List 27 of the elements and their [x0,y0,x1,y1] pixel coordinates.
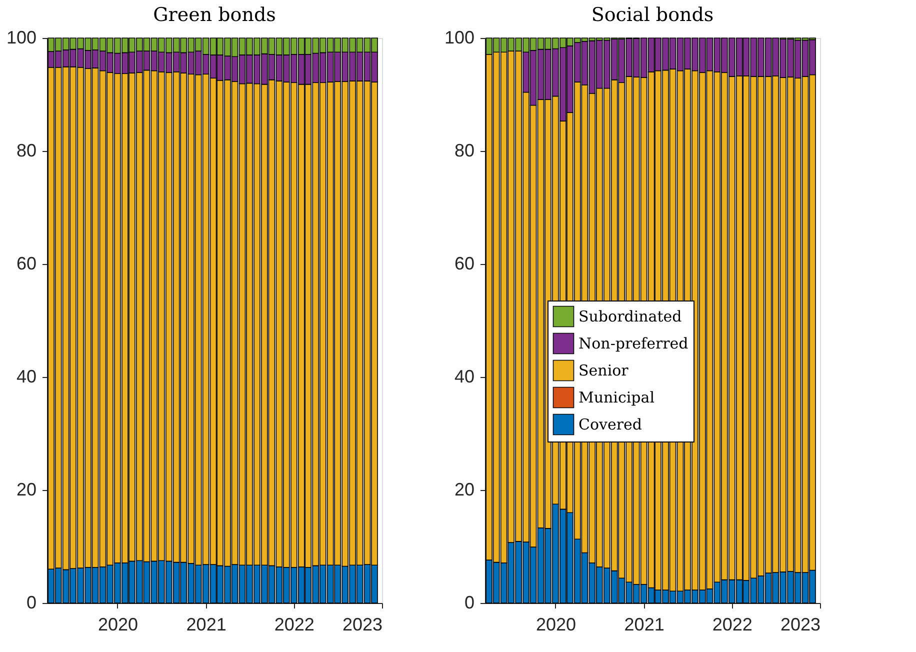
x-tick-label: 2021 [186,614,226,634]
legend-label: Non-preferred [578,334,689,352]
x-tick-label: 2022 [712,614,752,634]
y-tick-label: 40 [16,366,36,386]
y-tick-label: 20 [454,480,474,500]
chart-title: Green bonds [153,4,276,26]
legend-label: Municipal [578,388,655,406]
x-tick-label: 2021 [624,614,664,634]
y-tick-label: 60 [454,254,474,274]
y-tick-label: 60 [16,254,36,274]
y-tick-label: 20 [16,480,36,500]
y-tick-label: 100 [444,28,474,48]
x-tick-label: 2020 [536,614,576,634]
y-tick-label: 0 [464,592,474,612]
legend-label: Senior [578,362,630,380]
x-tick-label: 2023 [342,614,382,634]
chart-title: Social bonds [591,4,714,26]
y-tick-label: 80 [16,140,36,160]
y-tick-label: 0 [26,592,36,612]
y-tick-label: 40 [454,366,474,386]
legend-label: Covered [578,416,642,434]
y-tick-label: 80 [454,140,474,160]
x-tick-label: 2022 [274,614,314,634]
y-tick-label: 100 [6,28,36,48]
x-tick-label: 2020 [98,614,138,634]
x-tick-label: 2023 [780,614,820,634]
legend-label: Subordinated [578,308,682,326]
